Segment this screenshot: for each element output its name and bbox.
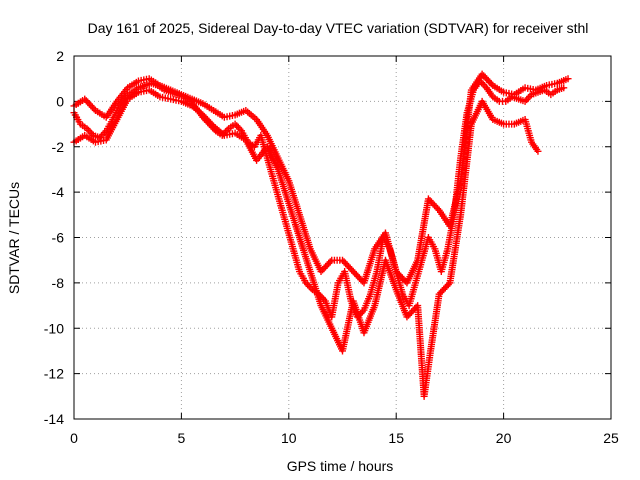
y-tick-label: -8: [52, 275, 65, 291]
lower-envelope-marker: [408, 308, 416, 316]
lower-envelope-marker: [437, 289, 445, 297]
upper-envelope-marker: [397, 272, 405, 280]
upper-envelope-marker: [345, 263, 353, 271]
upper-envelope-marker: [395, 271, 403, 279]
main-trace-marker: [84, 126, 92, 134]
upper-envelope-marker: [90, 105, 98, 113]
y-tick-label: -14: [44, 411, 64, 427]
x-tick-label: 20: [496, 430, 512, 446]
lower-envelope-marker: [443, 282, 451, 290]
upper-envelope-marker: [340, 258, 348, 266]
upper-envelope-marker: [342, 259, 350, 267]
upper-envelope-marker: [398, 274, 406, 282]
y-tick-label: -4: [52, 184, 65, 200]
x-tick-label: 10: [281, 430, 297, 446]
upper-envelope-marker: [480, 72, 488, 80]
upper-envelope-marker: [351, 269, 359, 277]
lower-envelope-marker: [404, 311, 412, 319]
main-trace-marker: [479, 80, 487, 88]
upper-envelope-marker: [325, 259, 333, 267]
y-tick-label: -2: [52, 139, 65, 155]
upper-envelope-marker: [352, 271, 360, 279]
lower-envelope-marker: [438, 287, 446, 295]
upper-envelope-marker: [343, 261, 351, 269]
y-tick-label: 0: [56, 93, 64, 109]
lower-envelope-marker: [208, 121, 216, 129]
upper-envelope-marker: [394, 269, 402, 277]
upper-envelope-marker: [429, 200, 437, 208]
upper-envelope-point: [392, 268, 400, 276]
upper-envelope-marker: [484, 77, 492, 85]
upper-envelope-marker: [432, 203, 440, 211]
y-axis-label: SDTVAR / TECUs: [6, 182, 22, 294]
lower-envelope-point: [199, 111, 207, 119]
upper-envelope-marker: [87, 102, 95, 110]
upper-envelope-marker: [319, 266, 327, 274]
upper-envelope-point: [81, 95, 89, 103]
upper-envelope-marker: [323, 261, 331, 269]
upper-envelope-point: [564, 75, 572, 83]
x-tick-label: 15: [388, 430, 404, 446]
lower-envelope-point: [435, 290, 443, 298]
upper-envelope-marker: [427, 198, 435, 206]
lower-envelope-marker: [205, 117, 213, 125]
axis-ticks: 0 5 10 15 20 25 -14 -12 -10 -8 -6 -4 -2 0 2: [44, 48, 619, 446]
upper-envelope-marker: [355, 274, 363, 282]
lower-envelope-marker: [441, 284, 449, 292]
upper-envelope-marker: [357, 276, 365, 284]
upper-envelope-marker: [354, 272, 362, 280]
lower-envelope-marker: [411, 305, 419, 313]
y-tick-label: 2: [56, 48, 64, 64]
lower-envelope-marker: [200, 113, 208, 121]
upper-envelope-marker: [322, 263, 330, 271]
main-trace-marker: [86, 128, 94, 136]
upper-envelope-marker: [483, 75, 491, 83]
upper-envelope-point: [339, 256, 346, 264]
upper-envelope-marker: [431, 201, 439, 209]
upper-envelope-marker: [85, 100, 93, 108]
upper-envelope-point: [317, 268, 325, 276]
upper-envelope-point: [478, 70, 486, 78]
main-trace-marker: [233, 122, 241, 130]
x-tick-label: 5: [178, 430, 186, 446]
y-tick-label: -10: [44, 320, 64, 336]
upper-envelope-marker: [434, 205, 442, 213]
data-points: [70, 70, 572, 400]
y-tick-label: -12: [44, 366, 64, 382]
upper-envelope-point: [349, 268, 357, 276]
lower-envelope-marker: [440, 285, 448, 293]
upper-envelope-marker: [348, 266, 356, 274]
main-trace-point: [560, 84, 568, 92]
y-tick-label: -6: [52, 230, 65, 246]
x-axis-label: GPS time / hours: [287, 458, 394, 474]
upper-envelope-marker: [320, 264, 328, 272]
grid: [74, 56, 611, 419]
upper-envelope-marker: [346, 264, 354, 272]
upper-envelope-marker: [400, 276, 408, 284]
upper-envelope-marker: [487, 80, 495, 88]
plot-frame: [73, 55, 612, 420]
lower-envelope-marker: [203, 116, 211, 124]
upper-envelope-marker: [481, 73, 489, 81]
upper-envelope-marker: [486, 78, 494, 86]
lower-envelope-marker: [207, 119, 215, 127]
upper-envelope-marker: [426, 197, 434, 205]
upper-envelope-marker: [84, 98, 92, 106]
chart-title: Day 161 of 2025, Sidereal Day-to-day VTE…: [88, 20, 589, 36]
upper-envelope-marker: [88, 103, 96, 111]
lower-envelope-marker: [202, 114, 210, 122]
lower-envelope-marker: [444, 280, 452, 288]
upper-envelope-point: [424, 195, 432, 203]
upper-envelope-marker: [82, 97, 90, 105]
lower-envelope-marker: [406, 310, 414, 318]
x-tick-label: 25: [603, 430, 619, 446]
lower-envelope-point: [403, 313, 411, 321]
x-tick-label: 0: [70, 430, 78, 446]
upper-envelope-marker: [326, 258, 334, 266]
lower-envelope-point: [534, 147, 542, 155]
main-trace-marker: [523, 96, 531, 104]
